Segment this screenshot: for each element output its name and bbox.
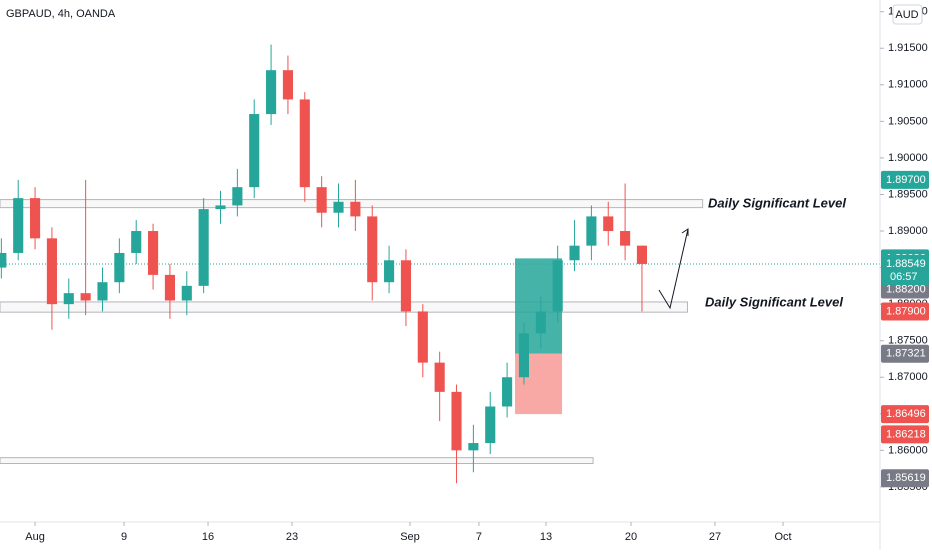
candle-body bbox=[299, 99, 310, 188]
annotation: Daily Significant Level bbox=[705, 294, 843, 309]
candle-body bbox=[535, 311, 546, 334]
current-price-label: 1.88549 bbox=[886, 258, 926, 270]
candle-body bbox=[603, 216, 614, 232]
x-tick-label: 27 bbox=[709, 531, 721, 543]
candle-body bbox=[266, 70, 277, 115]
currency-label: AUD bbox=[895, 9, 918, 21]
annotation: Daily Significant Level bbox=[708, 195, 846, 210]
candle-body bbox=[569, 245, 580, 261]
candle-body bbox=[249, 114, 260, 188]
x-tick-label: Sep bbox=[400, 531, 420, 543]
currency-box bbox=[892, 4, 923, 25]
y-tick-label: 1.91500 bbox=[888, 42, 928, 54]
x-tick-label: 20 bbox=[625, 531, 637, 543]
candle-body bbox=[384, 260, 395, 283]
price-badge-label: 1.88200 bbox=[886, 283, 926, 295]
price-badge bbox=[881, 469, 929, 488]
candle-body bbox=[350, 201, 361, 217]
current-price-badge bbox=[881, 254, 929, 285]
candle-body bbox=[620, 231, 631, 246]
candle-body bbox=[552, 260, 563, 312]
x-tick-label: 23 bbox=[286, 531, 298, 543]
y-tick-label: 1.90000 bbox=[888, 152, 928, 164]
candle-body bbox=[164, 274, 175, 301]
candle-body bbox=[80, 293, 91, 301]
countdown: 06:57 bbox=[890, 271, 918, 283]
candle-body bbox=[333, 201, 344, 213]
candle-body bbox=[232, 187, 243, 206]
arrow bbox=[658, 228, 689, 310]
candle-body bbox=[0, 252, 7, 268]
candle-body bbox=[114, 252, 125, 283]
candle-body bbox=[451, 391, 462, 451]
x-tick-label: 13 bbox=[540, 531, 552, 543]
candle-body bbox=[417, 311, 428, 363]
x-tick-label: Aug bbox=[25, 531, 45, 543]
candle-body bbox=[367, 216, 378, 283]
price-badge-label: 1.86218 bbox=[886, 428, 926, 440]
price-badge bbox=[881, 280, 929, 299]
candle-body bbox=[434, 362, 445, 392]
candle-body bbox=[468, 443, 479, 451]
price-badge bbox=[881, 405, 929, 424]
candle-body bbox=[46, 238, 57, 305]
candle-body bbox=[586, 216, 597, 246]
y-tick-label: 1.91000 bbox=[888, 79, 928, 91]
y-tick-label: 1.86000 bbox=[888, 444, 928, 456]
price-badge bbox=[881, 344, 929, 363]
y-tick-label: 1.87000 bbox=[888, 371, 928, 383]
candle-body bbox=[215, 205, 226, 210]
plot bbox=[0, 44, 880, 484]
x-tick-label: 9 bbox=[121, 531, 127, 543]
arrow-head bbox=[681, 228, 689, 236]
candle-body bbox=[636, 245, 648, 264]
candle-body bbox=[485, 406, 496, 444]
candle-body bbox=[181, 285, 192, 301]
y-tick-label: 1.89500 bbox=[888, 188, 928, 200]
candle-body bbox=[30, 198, 41, 239]
chart-title: GBPAUD, 4h, OANDA bbox=[6, 8, 116, 20]
price-badge-label: 1.89700 bbox=[886, 174, 926, 186]
candle-body bbox=[518, 333, 530, 378]
candle-body bbox=[63, 293, 74, 305]
candle-body bbox=[198, 209, 209, 286]
candle-body bbox=[97, 282, 108, 301]
price-badge-label: 1.85619 bbox=[886, 472, 926, 484]
candle-body bbox=[502, 377, 513, 407]
candle-body bbox=[13, 198, 24, 253]
price-badge-label: 1.86496 bbox=[886, 408, 926, 420]
candle-body bbox=[148, 231, 159, 275]
price-badge bbox=[881, 302, 929, 321]
x-tick-label: Oct bbox=[775, 531, 792, 543]
price-badge-label: 1.87321 bbox=[886, 348, 926, 360]
x-tick-label: 16 bbox=[202, 531, 214, 543]
candle-body bbox=[282, 70, 293, 100]
price-badge bbox=[881, 425, 929, 444]
candle-body bbox=[131, 231, 142, 253]
price-badge bbox=[881, 170, 929, 189]
candle-body bbox=[316, 187, 327, 213]
candle-body bbox=[400, 260, 412, 312]
y-tick-label: 1.90500 bbox=[888, 115, 928, 127]
level-zone bbox=[0, 457, 594, 465]
price-badge-label: 1.87900 bbox=[886, 305, 926, 317]
x-tick-label: 7 bbox=[476, 531, 482, 543]
level-zone bbox=[0, 301, 688, 313]
y-tick-label: 1.87500 bbox=[888, 335, 928, 347]
y-tick-label: 1.89000 bbox=[888, 225, 928, 237]
